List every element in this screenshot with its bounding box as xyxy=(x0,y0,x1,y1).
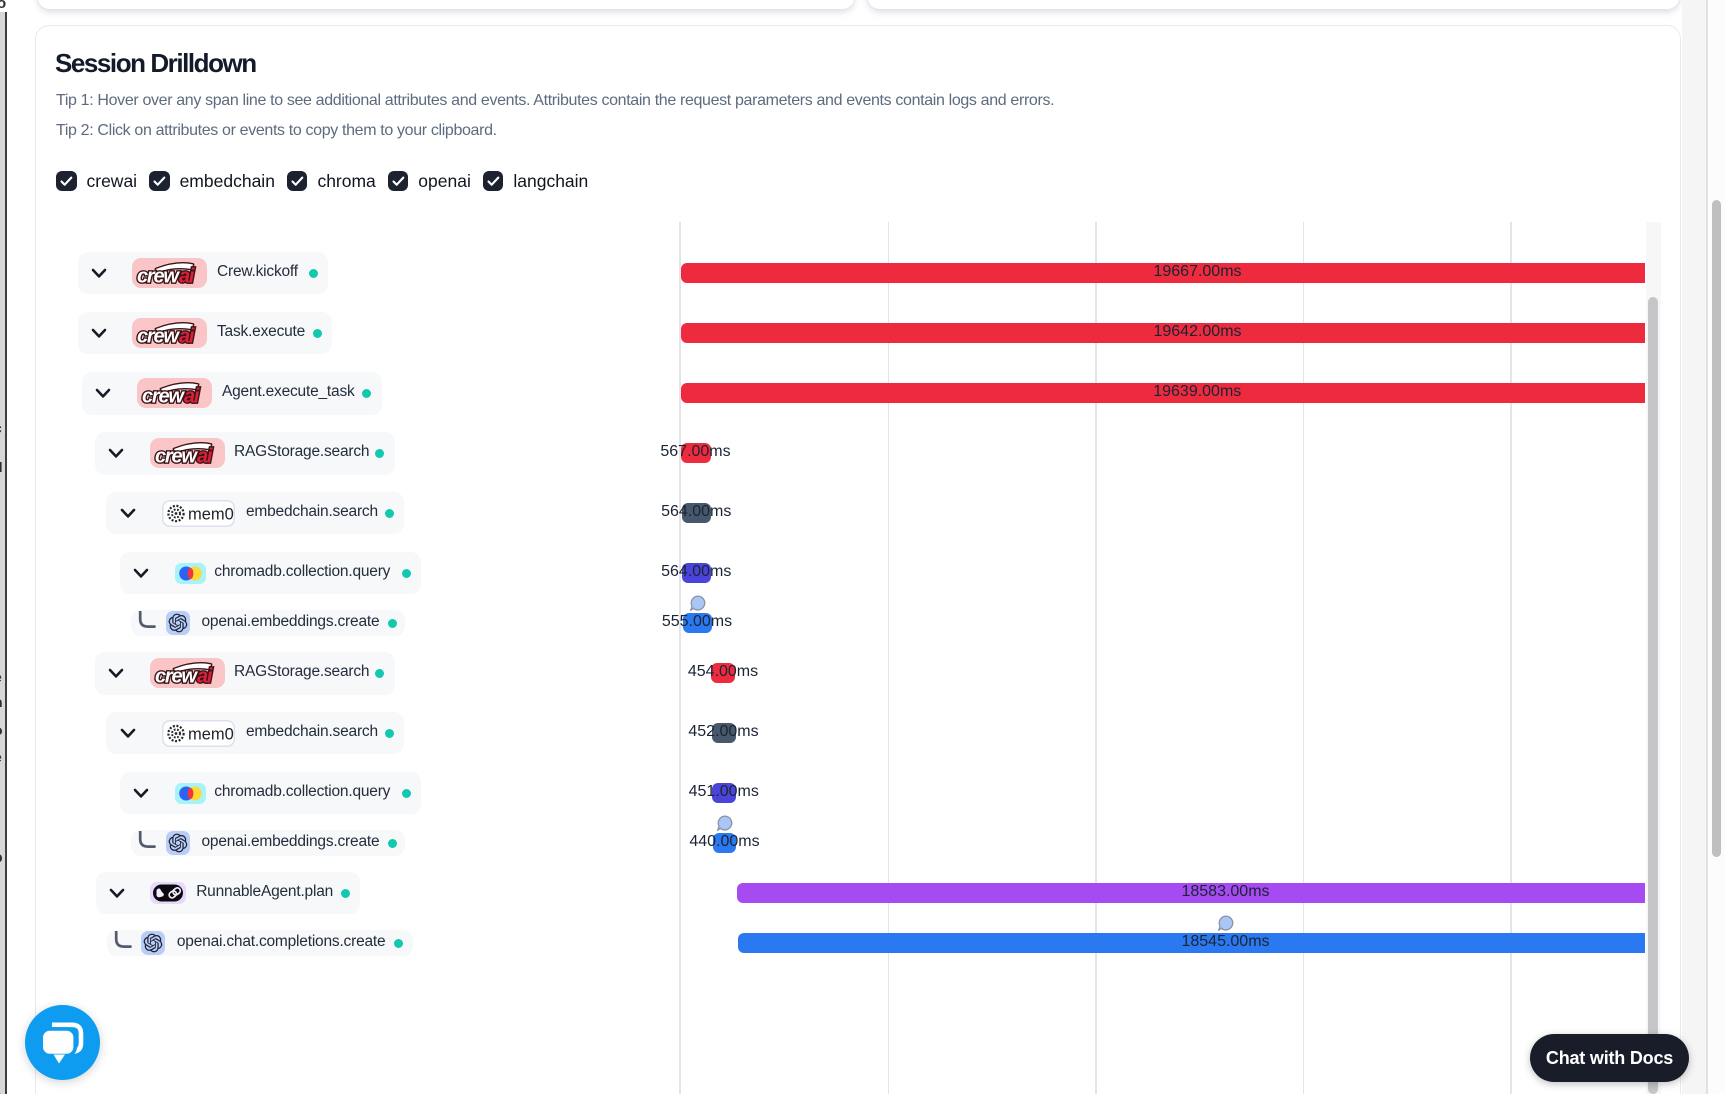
svg-text:ai: ai xyxy=(184,386,200,408)
svg-text:crew: crew xyxy=(137,326,180,348)
svg-text:ai: ai xyxy=(197,666,213,688)
svg-text:crew: crew xyxy=(155,446,198,468)
svg-text:mem0: mem0 xyxy=(188,725,234,743)
svg-text:ai: ai xyxy=(179,266,195,288)
svg-text:ai: ai xyxy=(197,446,213,468)
svg-text:crew: crew xyxy=(142,386,185,408)
svg-text:crew: crew xyxy=(155,666,198,688)
svg-text:crew: crew xyxy=(137,266,180,288)
svg-text:ai: ai xyxy=(179,326,195,348)
svg-text:mem0: mem0 xyxy=(188,505,234,523)
